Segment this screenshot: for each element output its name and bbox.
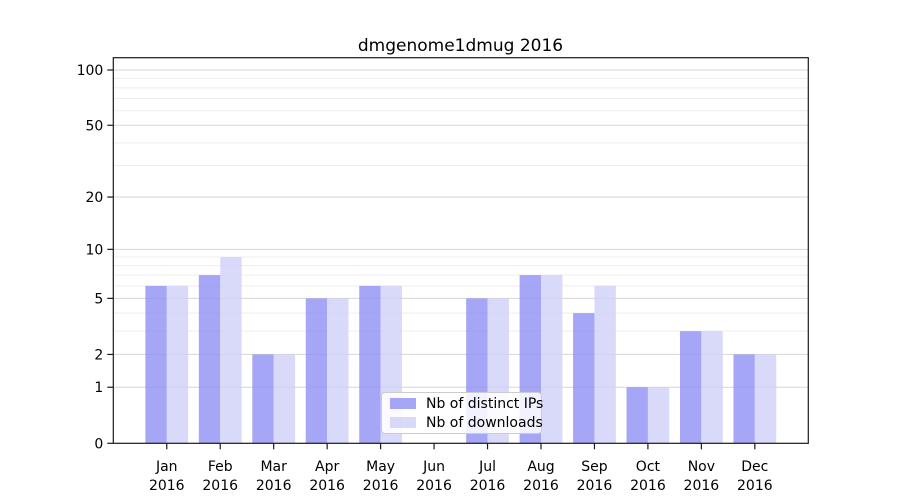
bar-downloads-dec [754, 354, 777, 444]
y-tick-label: 100 [77, 63, 104, 79]
y-tick-label: 50 [85, 118, 103, 134]
bar-distinct-ips-mar [252, 354, 274, 444]
bar-downloads-nov [701, 331, 723, 444]
bar-downloads-apr [327, 298, 349, 444]
bar-distinct-ips-jan [145, 285, 167, 444]
y-tick-label: 2 [94, 347, 103, 363]
legend-swatch-downloads [390, 417, 416, 428]
x-tick-label: Apr 2016 [309, 459, 345, 494]
bar-downloads-sep [594, 285, 616, 444]
x-tick-label: Mar 2016 [256, 459, 292, 494]
x-tick-label: Oct 2016 [630, 459, 666, 494]
bar-distinct-ips-nov [679, 331, 702, 444]
x-tick-label: Sep 2016 [577, 459, 613, 494]
x-tick-label: Jun 2016 [416, 459, 452, 494]
y-tick-label: 5 [94, 291, 103, 307]
bar-distinct-ips-may [359, 285, 381, 444]
bar-distinct-ips-oct [626, 387, 648, 444]
bar-downloads-mar [273, 354, 296, 444]
legend-item-distinct-ips: Nb of distinct IPs [390, 396, 543, 412]
x-tick-label: Jan 2016 [149, 459, 185, 494]
bar-downloads-feb [220, 257, 242, 444]
x-tick-label: May 2016 [363, 459, 399, 494]
plot-border [112, 57, 809, 444]
bar-downloads-oct [647, 387, 670, 444]
bar-distinct-ips-dec [733, 354, 755, 444]
legend-swatch-distinct-ips [390, 398, 416, 409]
x-tick-label: Feb 2016 [202, 459, 238, 494]
y-tick-label: 0 [94, 436, 103, 452]
legend-label-distinct-ips: Nb of distinct IPs [426, 395, 544, 412]
y-tick-label: 1 [94, 380, 103, 396]
bar-distinct-ips-feb [198, 275, 221, 444]
legend-label-downloads: Nb of downloads [426, 414, 543, 431]
x-tick-label: Aug 2016 [523, 459, 559, 494]
bar-distinct-ips-apr [305, 298, 328, 444]
x-tick-label: Nov 2016 [684, 459, 720, 494]
y-tick-label: 20 [85, 190, 103, 206]
legend: Nb of distinct IPs Nb of downloads [381, 392, 543, 434]
x-tick-label: Dec 2016 [737, 459, 773, 494]
bar-distinct-ips-sep [573, 313, 595, 444]
x-tick-label: Jul 2016 [470, 459, 506, 494]
y-tick-label: 10 [85, 242, 103, 258]
chart-title: dmgenome1dmug 2016 [357, 36, 564, 56]
legend-item-downloads: Nb of downloads [390, 415, 543, 431]
bar-downloads-aug [540, 275, 563, 444]
bar-downloads-jan [166, 285, 189, 444]
